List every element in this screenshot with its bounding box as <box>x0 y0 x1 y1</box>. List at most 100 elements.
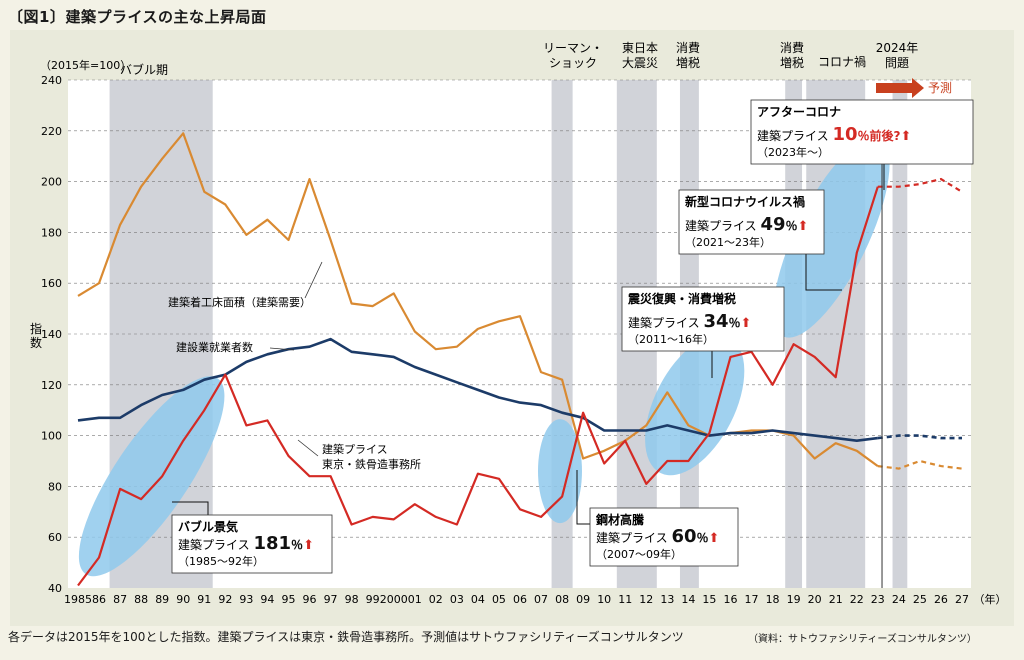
annotation-period: （2021〜23年） <box>685 235 771 249</box>
annotation-value: 181 <box>253 533 291 554</box>
x-tick-label: 27 <box>955 593 969 606</box>
x-tick-label: 86 <box>92 593 106 606</box>
y-tick-label: 200 <box>41 176 62 189</box>
x-tick-label: 94 <box>260 593 274 606</box>
x-tick-label: 21 <box>829 593 843 606</box>
y-tick-label: 100 <box>41 430 62 443</box>
period-label: バブル期 <box>120 62 168 77</box>
annotation-line: 建築プライス 49％⬆ <box>685 214 808 235</box>
y-tick-label: 40 <box>48 582 62 595</box>
period-label: 2024年問題 <box>876 41 919 70</box>
label-construction-price: 建築プライス東京・鉄骨造事務所 <box>322 442 421 471</box>
annotation-value: 34 <box>703 311 728 332</box>
annotation-heading: 震災復興・消費増税 <box>628 291 736 306</box>
x-tick-label: 23 <box>871 593 885 606</box>
period-label: リーマン・ショック <box>543 41 603 70</box>
x-tick-label: 04 <box>471 593 485 606</box>
highlight-ellipse <box>537 419 582 524</box>
x-tick-label: 1985 <box>64 593 92 606</box>
up-arrow-icon: ⬆ <box>709 531 720 546</box>
x-tick-label: 24 <box>892 593 906 606</box>
y-tick-label: 60 <box>48 531 62 544</box>
x-tick-label: 08 <box>555 593 569 606</box>
x-tick-label: 03 <box>450 593 464 606</box>
annotation-line: 建築プライス 60％⬆ <box>596 526 719 547</box>
annotation-box <box>678 189 825 255</box>
annotation-unit: ％ <box>786 219 798 233</box>
y-unit-label: （2015年=100） <box>40 58 131 72</box>
series-line-floor_area <box>77 132 879 467</box>
source-note: （資料：サトウファシリティーズコンサルタンツ） <box>748 634 977 645</box>
x-tick-label: 01 <box>408 593 422 606</box>
x-tick-label: 19 <box>787 593 801 606</box>
x-tick-label: 06 <box>513 593 527 606</box>
period-label: コロナ禍 <box>818 54 866 69</box>
figure-title: 〔図1〕建築プライスの主な上昇局面 <box>8 6 267 27</box>
x-tick-label: 26 <box>934 593 948 606</box>
x-tick-label: 87 <box>113 593 127 606</box>
annotation-sub: 建築プライス <box>757 128 832 143</box>
axes: 406080100120140160180200220240（2015年=100… <box>30 58 1007 606</box>
annotation-unit: ％ <box>291 538 303 552</box>
leader-line <box>304 261 323 299</box>
x-tick-label: 2000 <box>380 593 408 606</box>
footnote: 各データは2015年を100とした指数。建築プライスは東京・鉄骨造事務所。予測値… <box>8 630 684 644</box>
annotation-unit: ％ <box>729 316 741 330</box>
up-arrow-icon: ⬆ <box>303 538 314 553</box>
annotation-box <box>621 286 785 352</box>
x-tick-label: 09 <box>576 593 590 606</box>
x-tick-label: 18 <box>766 593 780 606</box>
series-forecast-floor_area <box>877 459 963 470</box>
x-tick-label: 25 <box>913 593 927 606</box>
period-label: 東日本大震災 <box>622 41 658 70</box>
x-unit-label: （年） <box>974 592 1007 606</box>
series-lines: 予測 <box>77 78 963 588</box>
highlight-ellipse <box>773 137 890 338</box>
x-tick-label: 16 <box>723 593 737 606</box>
annotation-leader <box>805 254 842 291</box>
x-tick-label: 91 <box>197 593 211 606</box>
annotation-period: （2023年〜） <box>757 145 829 159</box>
figure-label: 〔図1〕 <box>8 8 66 26</box>
highlight-ellipses <box>78 137 890 577</box>
y-tick-label: 180 <box>41 226 62 239</box>
x-tick-label: 05 <box>492 593 506 606</box>
annotation-heading: アフターコロナ <box>757 105 841 119</box>
x-tick-label: 98 <box>345 593 359 606</box>
y-tick-label: 140 <box>41 328 62 341</box>
x-tick-label: 07 <box>534 593 548 606</box>
label-workers: 建設業就業者数 <box>176 340 253 354</box>
annotation-value: 60 <box>671 526 696 547</box>
annotation-line: 建築プライス 34％⬆ <box>628 311 751 332</box>
x-tick-label: 22 <box>850 593 864 606</box>
annotation-value: 49 <box>760 214 785 235</box>
x-tick-label: 10 <box>597 593 611 606</box>
highlight-ellipse <box>78 376 225 577</box>
highlight-ellipse <box>645 335 745 476</box>
annotation-unit: ％前後? <box>858 128 901 143</box>
title-text: 建築プライスの主な上昇局面 <box>65 8 267 26</box>
y-tick-label: 80 <box>48 480 62 493</box>
shaded-period <box>892 80 908 588</box>
annotation-period: （1985〜92年） <box>178 554 264 568</box>
annotation-line: 建築プライス 10％前後?⬆ <box>757 124 911 145</box>
annotation-period: （2011〜16年） <box>628 332 714 346</box>
y-tick-label: 160 <box>41 277 62 290</box>
series-forecast-construction_price <box>877 177 963 193</box>
annotation-sub: 建築プライス <box>178 537 253 552</box>
x-tick-label: 13 <box>660 593 674 606</box>
annotation-leader <box>172 501 209 515</box>
annotation-heading: 鋼材高騰 <box>595 512 645 527</box>
forecast-label: 予測 <box>928 81 952 95</box>
up-arrow-icon: ⬆ <box>741 316 752 331</box>
leader-line <box>297 439 319 457</box>
x-tick-label: 95 <box>281 593 295 606</box>
x-tick-label: 11 <box>618 593 632 606</box>
x-tick-label: 02 <box>429 593 443 606</box>
annotation-line: 建築プライス 181％⬆ <box>178 533 314 554</box>
